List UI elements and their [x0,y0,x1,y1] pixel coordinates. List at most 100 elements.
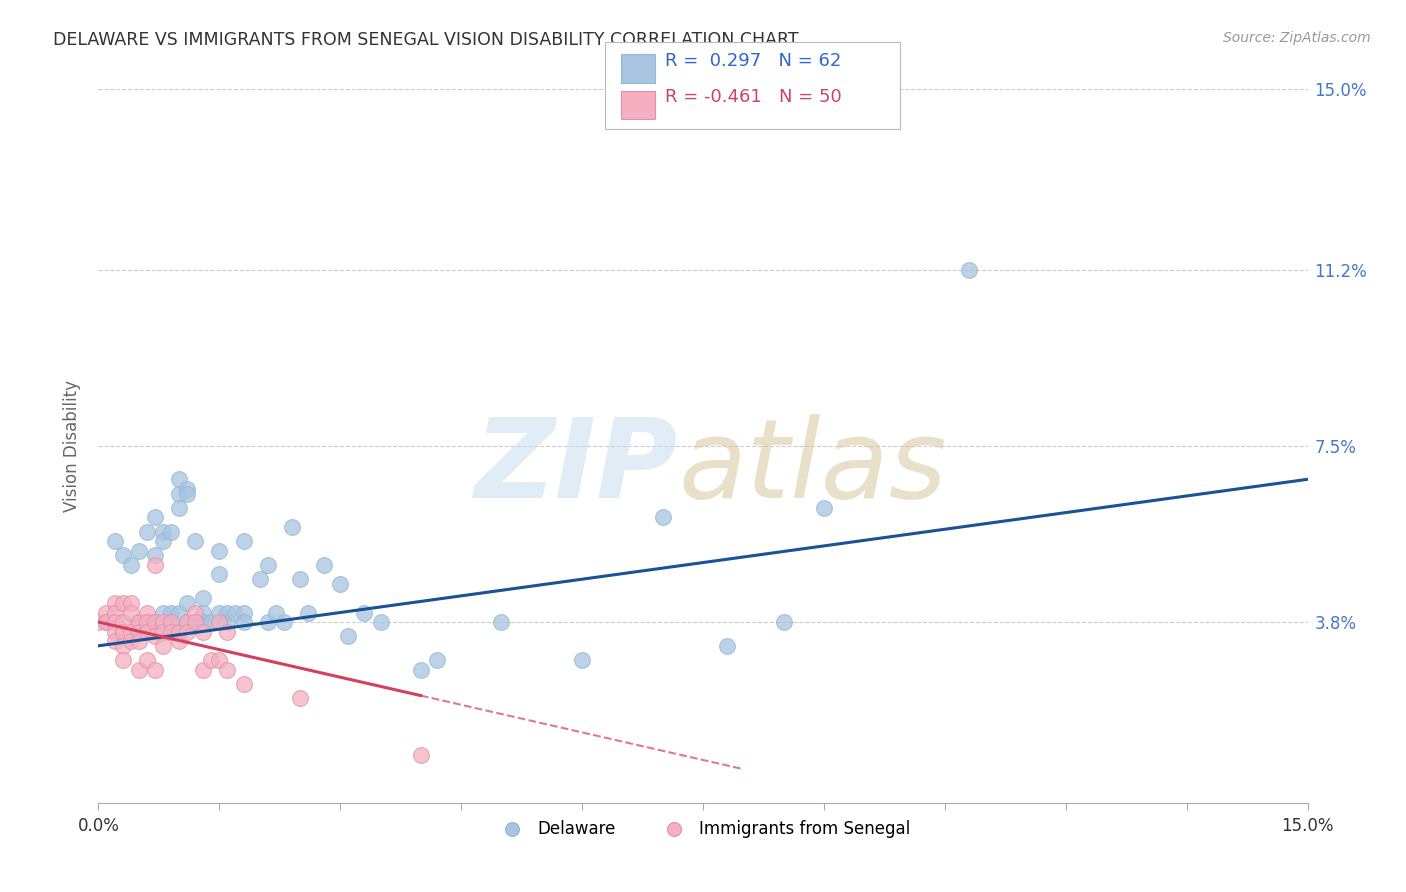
Point [329,577,352,591]
Point [571,653,593,667]
Point [232,677,254,691]
Point [193,663,215,677]
Point [370,615,392,629]
Point [152,534,174,549]
Point [160,620,183,634]
Point [184,534,207,549]
Point [111,653,134,667]
Point [87,615,110,629]
Point [128,543,150,558]
Point [264,606,287,620]
Point [184,615,207,629]
Point [200,653,222,667]
Point [111,596,134,610]
Point [232,606,254,620]
Point [143,629,166,643]
Point [143,549,166,563]
Point [314,558,336,572]
Point [103,634,125,648]
Point [208,615,231,629]
Point [957,263,980,277]
Legend: Delaware, Immigrants from Senegal: Delaware, Immigrants from Senegal [489,814,917,845]
Point [184,606,207,620]
Point [120,558,142,572]
Point [160,624,183,639]
Point [651,510,673,524]
Point [143,663,166,677]
Point [208,606,231,620]
Text: R =  0.297   N = 62: R = 0.297 N = 62 [665,52,841,70]
Point [128,615,150,629]
Point [152,524,174,539]
Point [288,572,311,586]
Point [111,624,134,639]
Point [167,624,190,639]
Point [96,606,118,620]
Point [281,520,304,534]
Point [176,615,198,629]
Point [120,606,142,620]
Point [167,606,190,620]
Point [167,500,190,515]
Point [152,606,174,620]
Text: Source: ZipAtlas.com: Source: ZipAtlas.com [1223,31,1371,45]
Point [135,653,157,667]
Point [256,615,278,629]
Point [111,639,134,653]
Point [256,558,278,572]
Point [409,663,432,677]
Point [96,615,118,629]
Point [152,615,174,629]
Point [491,615,513,629]
Point [208,653,231,667]
Point [120,624,142,639]
Point [184,615,207,629]
Point [120,596,142,610]
Point [135,615,157,629]
Point [167,472,190,486]
Text: DELAWARE VS IMMIGRANTS FROM SENEGAL VISION DISABILITY CORRELATION CHART: DELAWARE VS IMMIGRANTS FROM SENEGAL VISI… [53,31,799,49]
Point [176,482,198,496]
Point [217,615,239,629]
Point [176,624,198,639]
Point [135,524,157,539]
Point [288,691,311,706]
Point [143,510,166,524]
Point [409,748,432,763]
Point [128,663,150,677]
Point [217,606,239,620]
Point [208,543,231,558]
Point [103,624,125,639]
Point [193,606,215,620]
Point [128,624,150,639]
Point [103,615,125,629]
Point [120,634,142,648]
Text: R = -0.461   N = 50: R = -0.461 N = 50 [665,88,842,106]
Point [193,591,215,606]
Point [103,596,125,610]
Point [160,524,183,539]
Point [217,624,239,639]
Point [103,534,125,549]
Point [128,615,150,629]
Point [143,615,166,629]
Point [337,629,360,643]
Point [426,653,449,667]
Point [176,615,198,629]
Point [353,606,375,620]
Point [96,615,118,629]
Point [297,606,319,620]
Point [193,624,215,639]
Text: atlas: atlas [679,414,948,521]
Point [232,615,254,629]
Point [103,606,125,620]
Point [160,615,183,629]
Y-axis label: Vision Disability: Vision Disability [63,380,82,512]
Point [167,486,190,500]
Point [143,615,166,629]
Point [167,634,190,648]
Point [135,606,157,620]
Point [273,615,295,629]
Point [772,615,794,629]
Point [813,500,835,515]
